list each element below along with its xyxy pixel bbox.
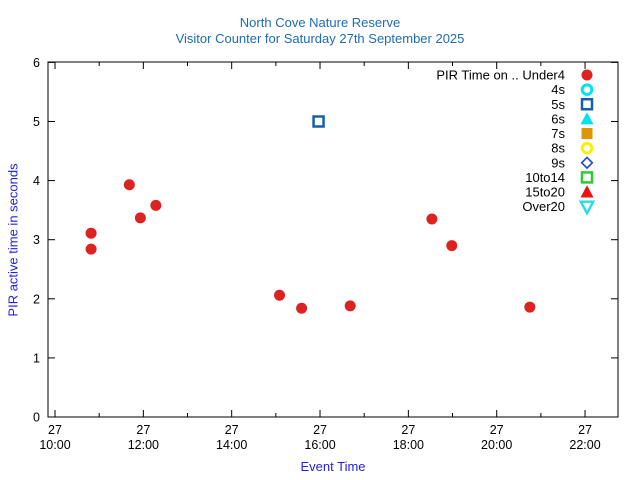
x-tick-day-label: 27 <box>578 423 592 437</box>
legend-label-9s: 9s <box>551 155 565 170</box>
legend-label-7s: 7s <box>551 126 565 141</box>
x-tick-time-label: 10:00 <box>39 438 70 452</box>
x-tick-day-label: 27 <box>401 423 415 437</box>
data-point-PIR Time on .. Under4 <box>85 243 97 255</box>
legend-marker-6s <box>580 112 594 125</box>
legend-label-5s: 5s <box>551 97 565 112</box>
x-tick-day-label: 27 <box>225 423 239 437</box>
y-tick-label: 4 <box>33 174 40 188</box>
data-point-PIR Time on .. Under4 <box>446 240 458 252</box>
legend-label-8s: 8s <box>551 141 565 156</box>
x-tick-day-label: 27 <box>313 423 327 437</box>
x-tick-day-label: 27 <box>490 423 504 437</box>
x-tick-time-label: 20:00 <box>481 438 512 452</box>
x-tick-time-label: 14:00 <box>216 438 247 452</box>
y-tick-label: 0 <box>33 411 40 425</box>
data-point-PIR Time on .. Under4 <box>274 289 286 301</box>
x-tick-day-label: 27 <box>136 423 150 437</box>
y-tick-label: 3 <box>33 233 40 247</box>
x-tick-time-label: 16:00 <box>304 438 335 452</box>
data-point-PIR Time on .. Under4 <box>344 300 356 312</box>
legend-label-6s: 6s <box>551 111 565 126</box>
y-tick-label: 5 <box>33 115 40 129</box>
legend-marker-7s <box>581 128 593 140</box>
x-axis-label: Event Time <box>300 459 366 474</box>
legend-marker-10to14 <box>580 171 594 184</box>
legend-marker-4s <box>580 83 594 96</box>
legend-label-10to14: 10to14 <box>525 170 565 185</box>
data-point-PIR Time on .. Under4 <box>524 301 536 313</box>
data-point-PIR Time on .. Under4 <box>150 199 162 211</box>
y-tick-label: 6 <box>33 56 40 70</box>
y-tick-label: 2 <box>33 292 40 306</box>
x-tick-time-label: 18:00 <box>393 438 424 452</box>
legend-marker-8s <box>580 141 594 155</box>
x-tick-time-label: 22:00 <box>569 438 600 452</box>
x-tick-day-label: 27 <box>48 423 62 437</box>
data-point-PIR Time on .. Under4 <box>123 179 135 191</box>
data-point-PIR Time on .. Under4 <box>134 212 146 224</box>
legend-marker-PIR Time on .. Under4 <box>581 69 593 81</box>
chart-title-line2: Visitor Counter for Saturday 27th Septem… <box>175 31 465 46</box>
legend-marker-9s <box>580 156 594 170</box>
y-axis-label: PIR active time in seconds <box>5 163 21 317</box>
legend-label-15to20: 15to20 <box>525 185 565 200</box>
data-point-PIR Time on .. Under4 <box>296 302 308 314</box>
data-point-5s <box>312 115 325 128</box>
legend-marker-5s <box>580 98 594 111</box>
data-point-PIR Time on .. Under4 <box>85 227 97 239</box>
y-tick-label: 1 <box>33 351 40 365</box>
legend-marker-15to20 <box>580 185 594 198</box>
legend-label-PIR Time on .. Under4: PIR Time on .. Under4 <box>436 68 565 83</box>
legend-label-4s: 4s <box>551 82 565 97</box>
chart-title-line1: North Cove Nature Reserve <box>239 15 401 30</box>
legend-label-Over20: Over20 <box>522 199 565 214</box>
x-tick-time-label: 12:00 <box>128 438 159 452</box>
legend-marker-Over20 <box>578 200 596 216</box>
data-point-PIR Time on .. Under4 <box>426 213 438 225</box>
plot-border <box>47 61 619 418</box>
chart-title: North Cove Nature Reserve Visitor Counte… <box>0 15 640 47</box>
